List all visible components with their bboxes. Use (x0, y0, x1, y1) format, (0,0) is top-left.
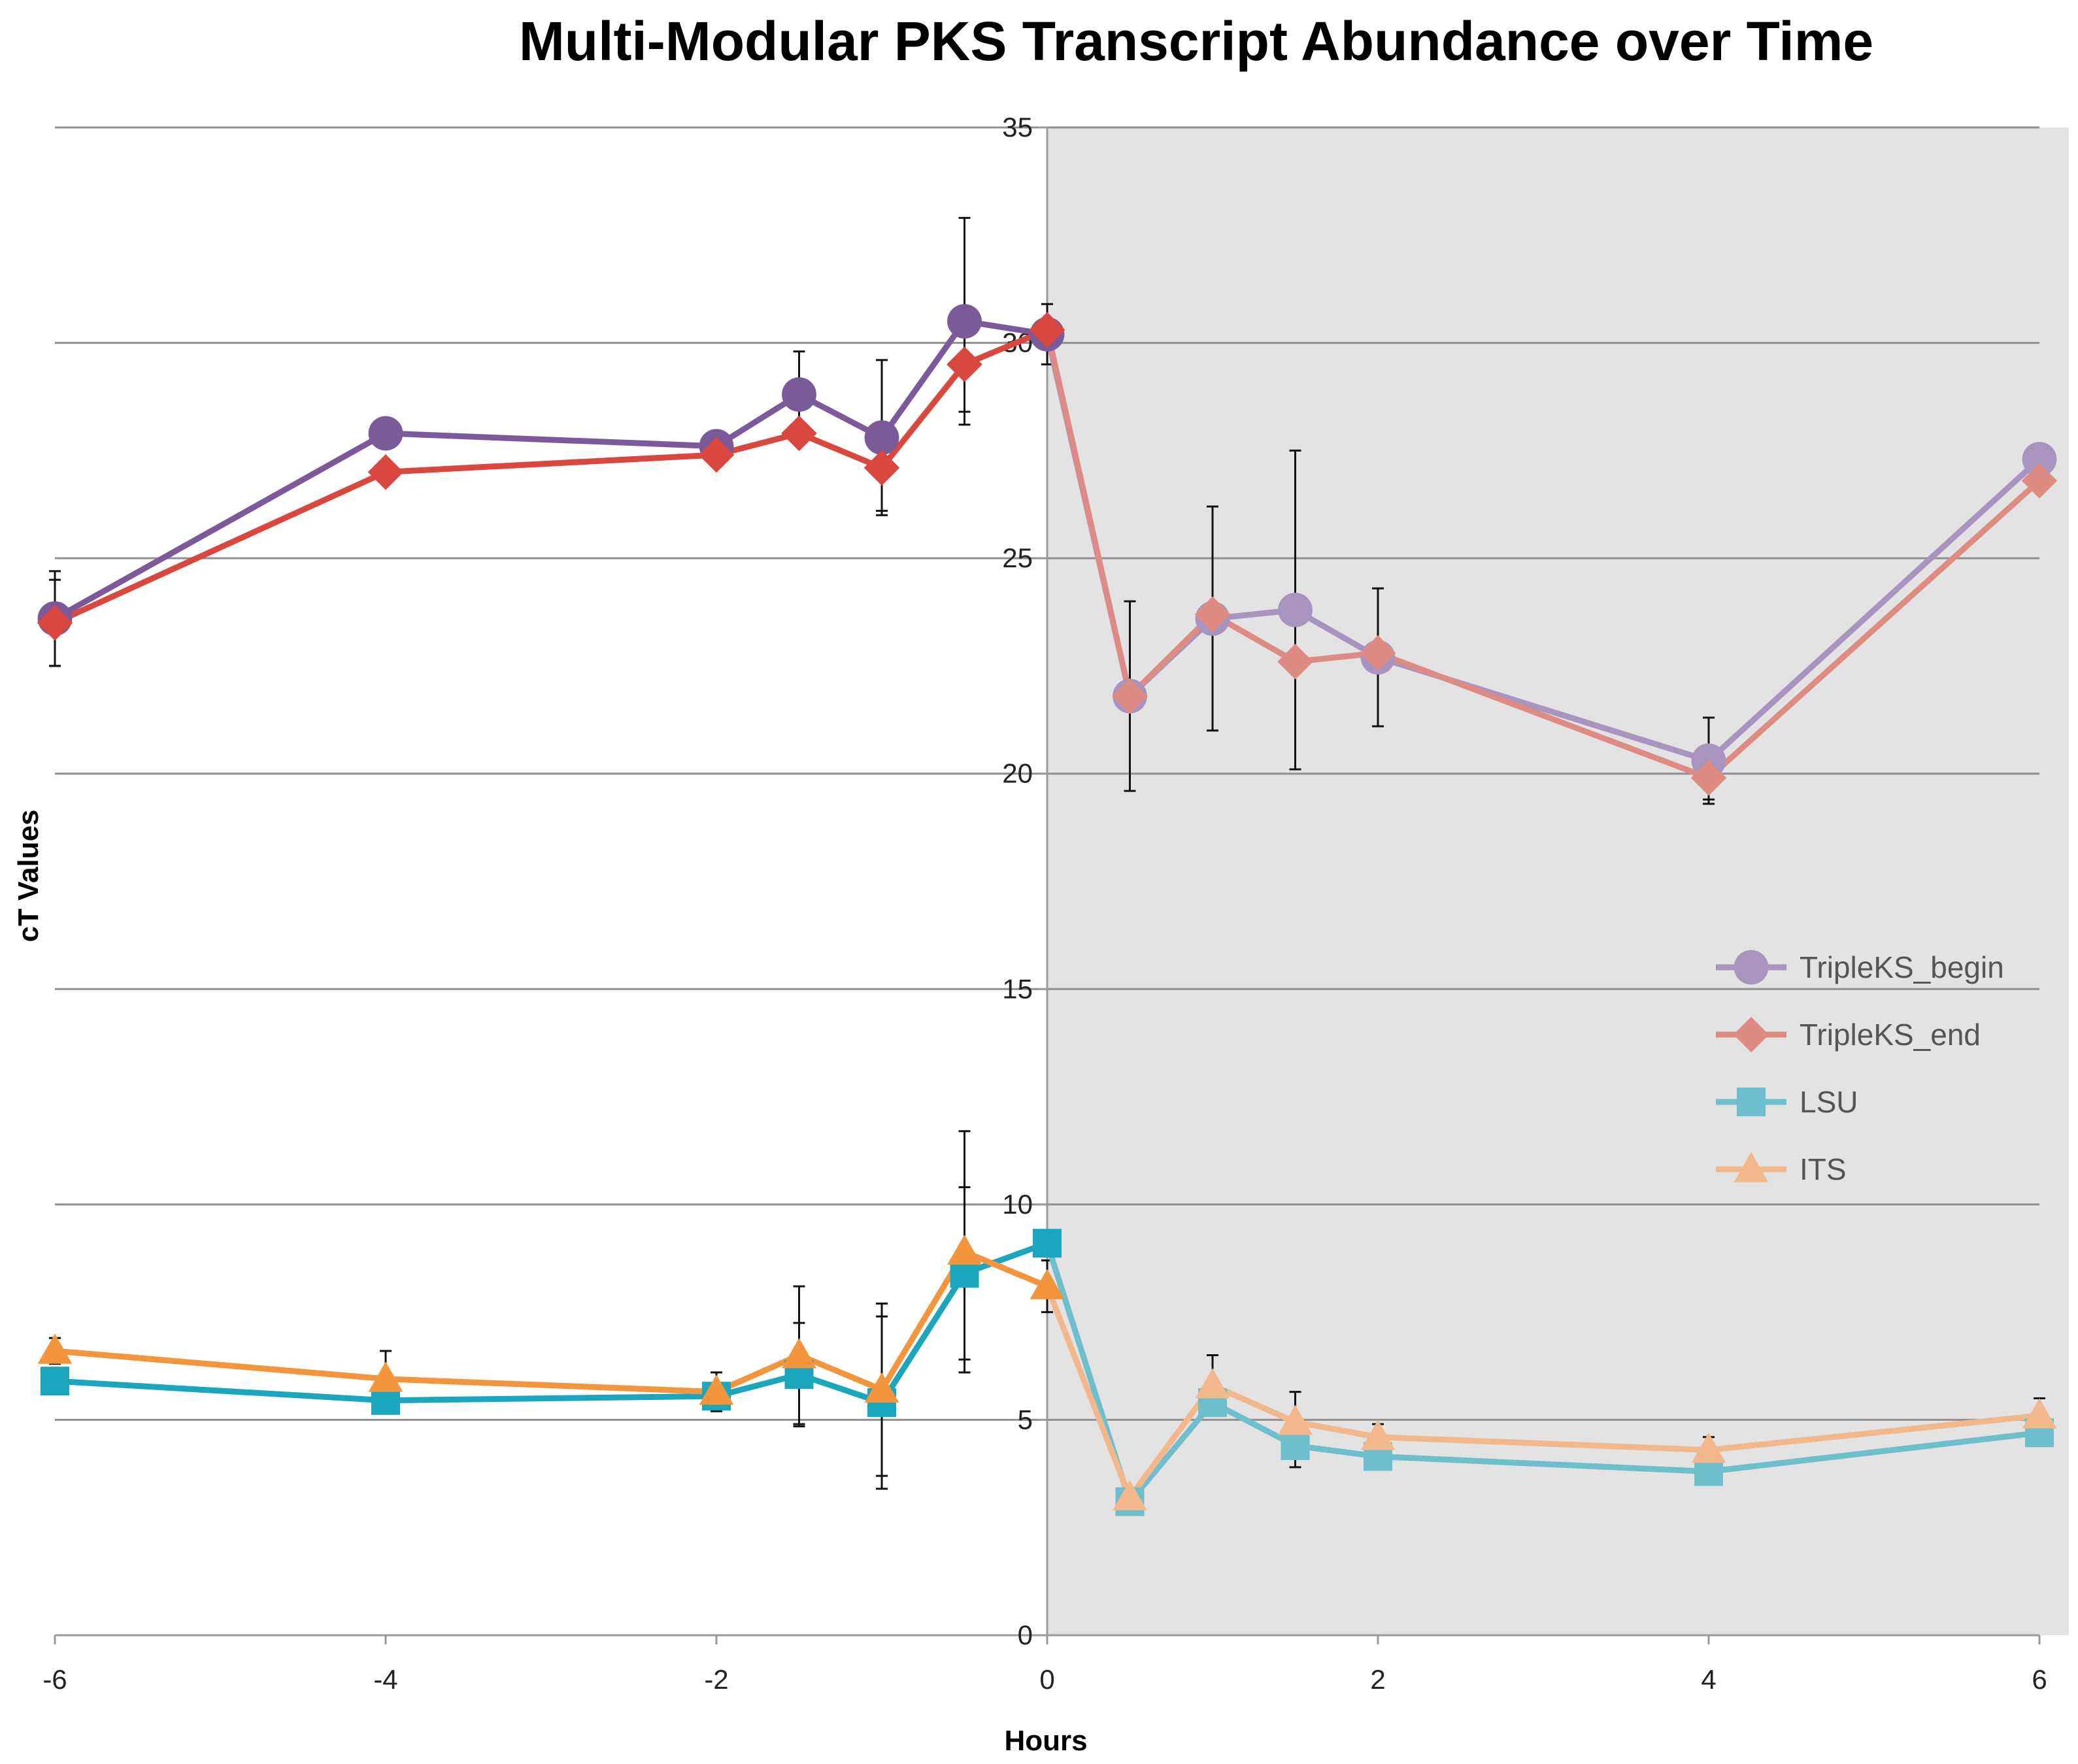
y-tick-label: 25 (1002, 542, 1033, 573)
x-tick-label: -4 (373, 1664, 397, 1695)
circle-marker (864, 420, 899, 455)
y-tick-label: 5 (1018, 1404, 1033, 1435)
triangle-marker (1691, 1433, 1726, 1463)
series-line-LSU-pre (54, 1240, 1048, 1406)
circle-marker (1734, 950, 1769, 985)
square-marker (1033, 1229, 1062, 1258)
y-tick-label: 35 (1002, 112, 1033, 142)
x-tick-label: 0 (1039, 1664, 1054, 1695)
square-marker (1281, 1431, 1310, 1460)
x-axis-ticks: -6 -4 -2 0 2 4 6 (42, 1635, 2047, 1695)
legend-label-TripleKS_begin: TripleKS_begin (1800, 950, 2004, 984)
triangle-marker (782, 1338, 816, 1369)
circle-marker (368, 416, 403, 451)
series-line-ITS-pre (54, 1248, 1048, 1395)
circle-marker (2022, 442, 2057, 476)
x-tick-label: -2 (704, 1664, 728, 1695)
diamond-marker (2021, 463, 2058, 499)
diamond-marker (1194, 596, 1231, 633)
legend-label-ITS: ITS (1800, 1152, 1847, 1186)
y-tick-label: 20 (1002, 758, 1033, 789)
y-axis-label: cT Values (12, 809, 44, 942)
legend-label-TripleKS_end: TripleKS_end (1800, 1018, 1981, 1052)
legend-label-LSU: LSU (1800, 1085, 1858, 1119)
x-tick-label: 2 (1370, 1664, 1385, 1695)
diamond-marker (863, 450, 900, 486)
triangle-marker (2022, 1398, 2057, 1429)
circle-marker (947, 304, 982, 339)
legend: TripleKS_begin TripleKS_end LSU ITS (1716, 950, 2004, 1186)
diamond-marker (947, 346, 982, 382)
triangle-marker (1030, 1269, 1065, 1299)
circle-marker (1278, 592, 1313, 627)
x-tick-label: 4 (1701, 1664, 1716, 1695)
y-tick-label: 0 (1018, 1620, 1033, 1650)
y-tick-label: 10 (1002, 1189, 1033, 1220)
diamond-marker (1360, 635, 1396, 671)
x-tick-label: -6 (42, 1664, 67, 1695)
square-marker (1737, 1088, 1766, 1116)
diamond-marker (1029, 312, 1065, 348)
diamond-marker (1690, 760, 1727, 796)
diamond-marker (37, 605, 73, 641)
diamond-marker (367, 454, 404, 490)
diamond-marker (1277, 644, 1313, 680)
data-markers (37, 304, 2058, 1516)
y-tick-label: 15 (1002, 973, 1033, 1004)
x-tick-label: 6 (2032, 1664, 2047, 1695)
triangle-marker (37, 1333, 73, 1364)
triangle-marker (947, 1234, 982, 1265)
circle-marker (782, 377, 816, 412)
x-axis-label: Hours (1004, 1725, 1087, 1757)
triangle-marker (1195, 1368, 1230, 1399)
triangle-marker (699, 1374, 734, 1405)
triangle-marker (864, 1372, 899, 1403)
triangle-marker (1113, 1480, 1147, 1510)
diamond-marker (1112, 678, 1148, 714)
triangle-marker (1278, 1405, 1313, 1435)
triangle-marker (368, 1361, 403, 1392)
square-marker (41, 1367, 69, 1396)
series-line-TripleKS_begin-pre (53, 318, 1048, 622)
triangle-marker (1734, 1152, 1769, 1182)
diamond-marker (781, 415, 817, 452)
diamond-marker (1733, 1016, 1769, 1053)
series-line-TripleKS_end-pre (54, 327, 1048, 626)
triangle-marker (1360, 1420, 1396, 1450)
diamond-marker (698, 437, 735, 473)
chart-title: Multi-Modular PKS Transcript Abundance o… (519, 10, 1873, 72)
